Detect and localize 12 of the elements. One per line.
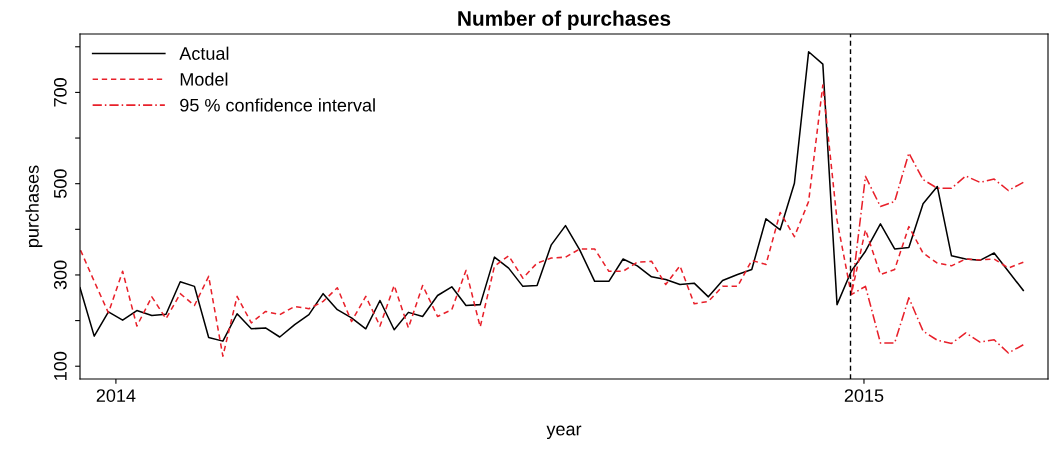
y-tick-label: 100 [53,351,67,380]
legend-label: 95 % confidence interval [180,98,375,112]
legend-label: Actual [179,46,229,60]
y-tick-label: 500 [53,169,67,199]
y-axis-title: purchases [25,165,43,247]
y-tick-label: 300 [53,260,67,290]
y-tick-label: 700 [53,78,67,107]
chart-title: Number of purchases [458,10,671,30]
legend-label: Model [180,72,228,86]
x-axis-title: year [546,425,582,440]
x-tick-label: 2015 [844,389,884,402]
x-tick-label: 2014 [96,389,136,402]
